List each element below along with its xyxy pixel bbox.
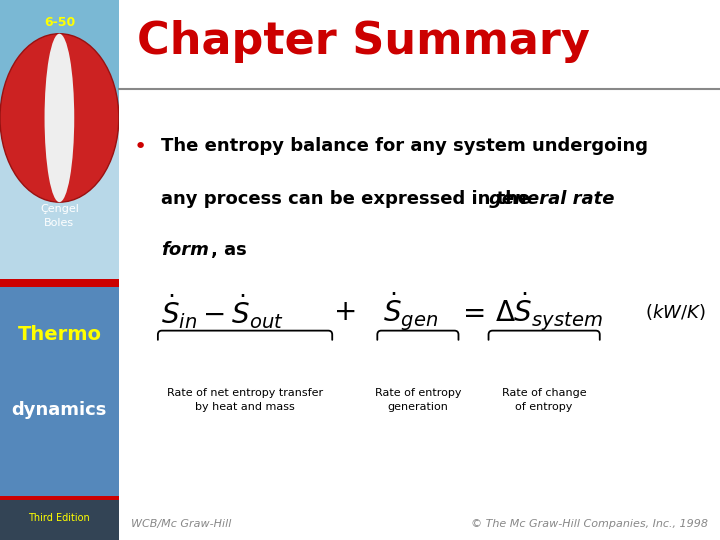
Bar xyxy=(0,279,119,287)
Text: $+$: $+$ xyxy=(333,298,356,326)
Ellipse shape xyxy=(84,130,95,173)
Ellipse shape xyxy=(45,33,74,202)
Text: •: • xyxy=(134,137,147,157)
Text: $(kW / K)$: $(kW / K)$ xyxy=(645,302,706,322)
Text: 6-50: 6-50 xyxy=(44,16,75,29)
Ellipse shape xyxy=(17,92,31,146)
Text: The entropy balance for any system undergoing: The entropy balance for any system under… xyxy=(161,137,648,155)
Text: Thermo: Thermo xyxy=(17,325,102,345)
Text: WCB/Mc Graw-Hill: WCB/Mc Graw-Hill xyxy=(131,519,231,529)
Bar xyxy=(0,281,119,497)
Text: $\dot{S}_{gen}$: $\dot{S}_{gen}$ xyxy=(383,291,438,333)
Text: any process can be expressed in the: any process can be expressed in the xyxy=(161,191,536,208)
Bar xyxy=(0,496,119,500)
Text: $=$: $=$ xyxy=(456,298,485,326)
Bar xyxy=(0,126,119,281)
Ellipse shape xyxy=(55,162,64,194)
Text: form: form xyxy=(161,241,209,259)
Text: general rate: general rate xyxy=(489,191,614,208)
Text: © The Mc Graw-Hill Companies, Inc., 1998: © The Mc Graw-Hill Companies, Inc., 1998 xyxy=(471,519,708,529)
Text: Third Edition: Third Edition xyxy=(29,514,90,523)
Bar xyxy=(0,0,119,281)
Text: Rate of change
of entropy: Rate of change of entropy xyxy=(502,388,587,411)
Text: dynamics: dynamics xyxy=(12,401,107,420)
Ellipse shape xyxy=(0,33,119,202)
Text: $\Delta\dot{S}_{system}$: $\Delta\dot{S}_{system}$ xyxy=(495,291,603,333)
Text: Rate of net entropy transfer
by heat and mass: Rate of net entropy transfer by heat and… xyxy=(167,388,323,411)
Text: Çengel
Boles: Çengel Boles xyxy=(40,204,78,228)
Text: , as: , as xyxy=(211,241,246,259)
Text: $\dot{S}_{in} - \dot{S}_{out}$: $\dot{S}_{in} - \dot{S}_{out}$ xyxy=(161,293,284,332)
Bar xyxy=(0,497,119,540)
Text: Chapter Summary: Chapter Summary xyxy=(137,21,590,63)
Text: Rate of entropy
generation: Rate of entropy generation xyxy=(374,388,461,411)
